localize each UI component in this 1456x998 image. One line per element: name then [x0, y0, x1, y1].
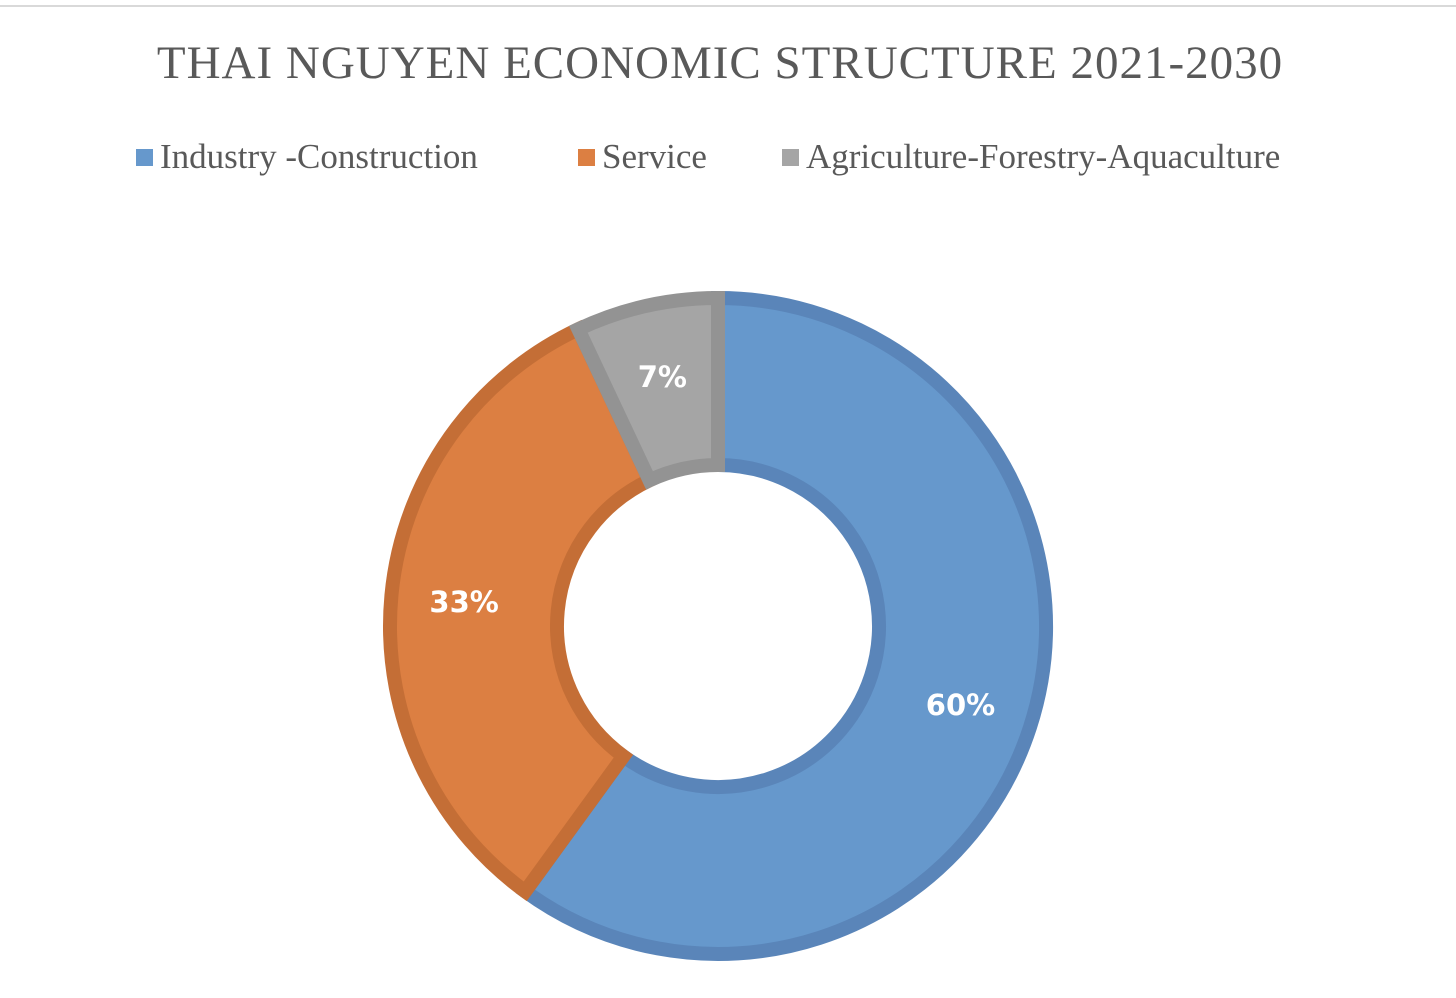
- legend-item-industry-construction: Industry -Construction: [136, 133, 478, 181]
- legend-label-service: Service: [602, 137, 707, 176]
- legend-swatch-industry-construction: [136, 148, 153, 166]
- data-label-service: 33%: [429, 585, 498, 619]
- legend-item-service: Service: [578, 133, 707, 181]
- donut-slice-agriculture-forestry-aquaculture: [569, 290, 725, 490]
- donut-slice-industry-construction: [515, 290, 1053, 961]
- donut-slice-service: [383, 319, 659, 902]
- legend-item-agriculture-forestry-aquaculture: Agriculture-Forestry-Aquaculture: [782, 133, 1280, 181]
- data-label-agriculture-forestry-aquaculture: 7%: [638, 360, 687, 394]
- donut-slices: [383, 290, 1053, 961]
- donut-data-labels: 60% 33% 7%: [429, 360, 995, 722]
- legend-swatch-service: [578, 148, 595, 166]
- chart-legend: Industry -Construction Service Agricultu…: [0, 133, 1456, 181]
- legend-label-industry-construction: Industry -Construction: [160, 137, 478, 176]
- legend-label-agriculture-forestry-aquaculture: Agriculture-Forestry-Aquaculture: [806, 137, 1281, 176]
- legend-swatch-agriculture-forestry-aquaculture: [782, 148, 799, 166]
- chart-title: THAI NGUYEN ECONOMIC STRUCTURE 2021-2030: [156, 37, 1284, 89]
- top-divider: [0, 5, 1456, 7]
- data-label-industry-construction: 60%: [926, 688, 995, 722]
